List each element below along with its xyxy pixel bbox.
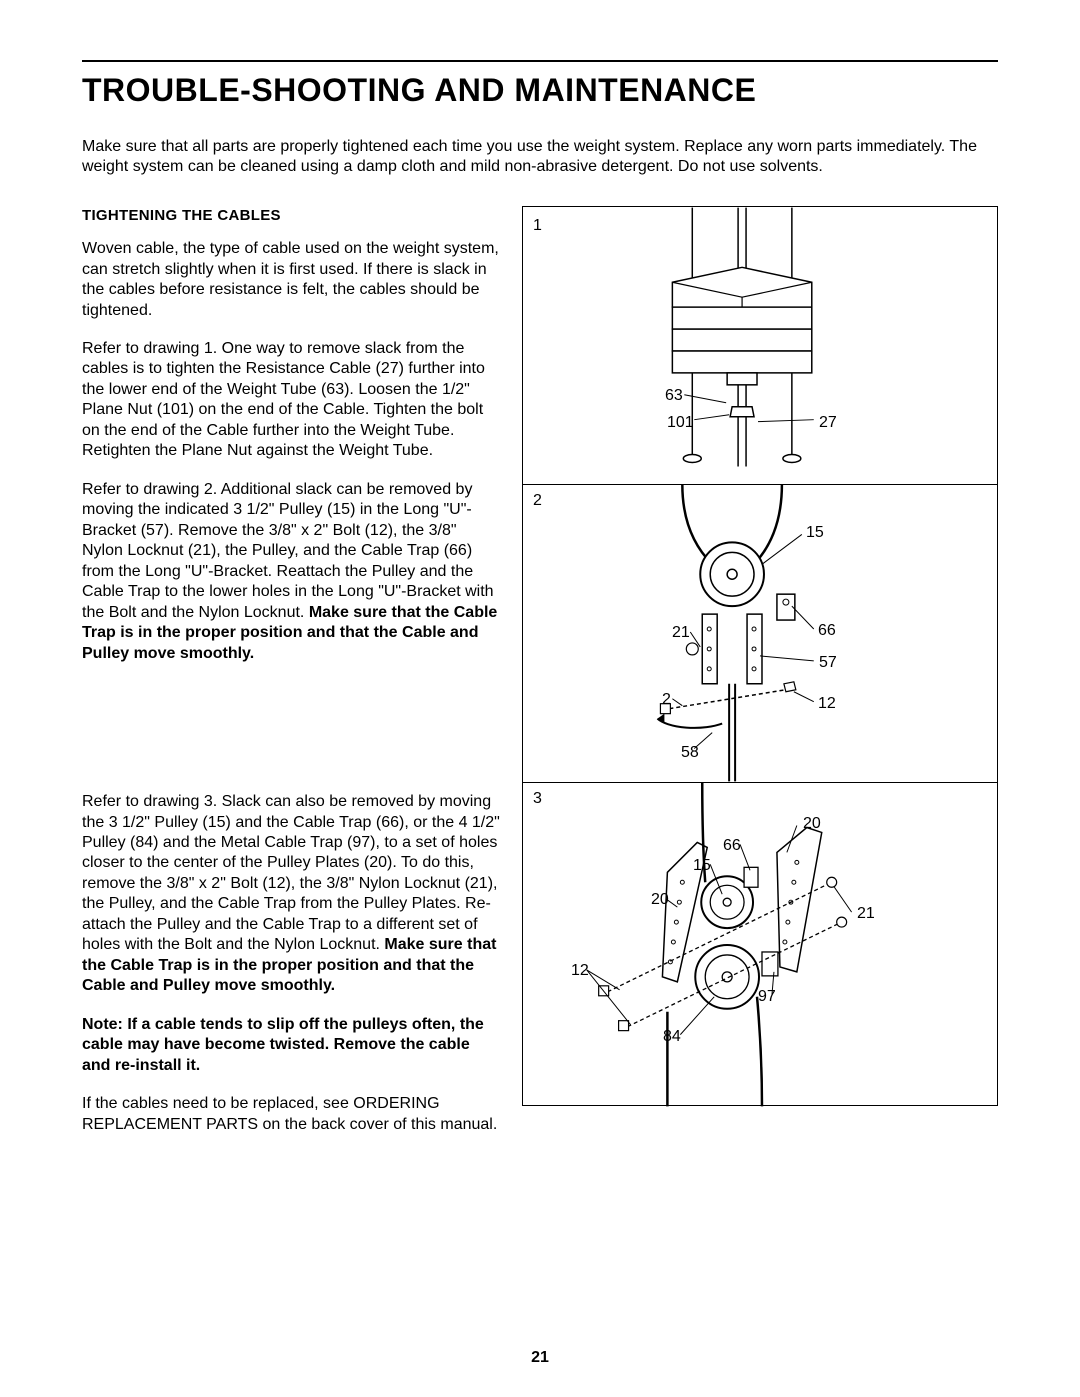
paragraph-4: Refer to drawing 3. Slack can also be re…: [82, 792, 500, 997]
manual-page: TROUBLE-SHOOTING AND MAINTENANCE Make su…: [0, 0, 1080, 1397]
paragraph-4-text: Refer to drawing 3. Slack can also be re…: [82, 793, 500, 953]
note-paragraph: Note: If a cable tends to slip off the p…: [82, 1015, 500, 1076]
text-column: TIGHTENING THE CABLES Woven cable, the t…: [82, 206, 500, 1153]
figure-panel-3: 3: [523, 782, 997, 1107]
callout-12b: 12: [571, 962, 589, 980]
callout-57: 57: [819, 654, 837, 672]
paragraph-3: Refer to drawing 2. Additional slack can…: [82, 480, 500, 664]
callout-21: 21: [672, 624, 690, 642]
callout-101: 101: [667, 414, 694, 432]
paragraph-1: Woven cable, the type of cable used on t…: [82, 239, 500, 321]
page-number: 21: [0, 1349, 1080, 1367]
callout-63: 63: [665, 387, 683, 405]
paragraph-2: Refer to drawing 1. One way to remove sl…: [82, 339, 500, 462]
spacing-block: [82, 682, 500, 792]
figure-column: 1: [522, 206, 998, 1153]
top-rule: [82, 60, 998, 62]
subheading: TIGHTENING THE CABLES: [82, 206, 500, 225]
callout-84: 84: [663, 1028, 681, 1046]
callout-27: 27: [819, 414, 837, 432]
paragraph-6: If the cables need to be replaced, see O…: [82, 1094, 500, 1135]
callout-15b: 15: [693, 857, 711, 875]
page-title: TROUBLE-SHOOTING AND MAINTENANCE: [82, 72, 998, 109]
figure-box: 1: [522, 206, 998, 1106]
panel-2-label: 2: [533, 492, 542, 510]
callout-66: 66: [818, 622, 836, 640]
callout-15: 15: [806, 524, 824, 542]
callout-20a: 20: [803, 815, 821, 833]
figure-panel-2: 2: [523, 484, 997, 782]
two-column-layout: TIGHTENING THE CABLES Woven cable, the t…: [82, 206, 998, 1153]
callout-12: 12: [818, 695, 836, 713]
callout-2: 2: [662, 691, 671, 709]
callout-58: 58: [681, 744, 699, 762]
figure-panel-1: 1: [523, 207, 997, 484]
callout-97: 97: [758, 988, 776, 1006]
paragraph-3-text: Refer to drawing 2. Additional slack can…: [82, 481, 494, 621]
panel-1-label: 1: [533, 217, 542, 235]
callout-66b: 66: [723, 837, 741, 855]
callout-20b: 20: [651, 891, 669, 909]
panel-3-label: 3: [533, 790, 542, 808]
intro-paragraph: Make sure that all parts are properly ti…: [82, 137, 998, 178]
callout-21b: 21: [857, 905, 875, 923]
